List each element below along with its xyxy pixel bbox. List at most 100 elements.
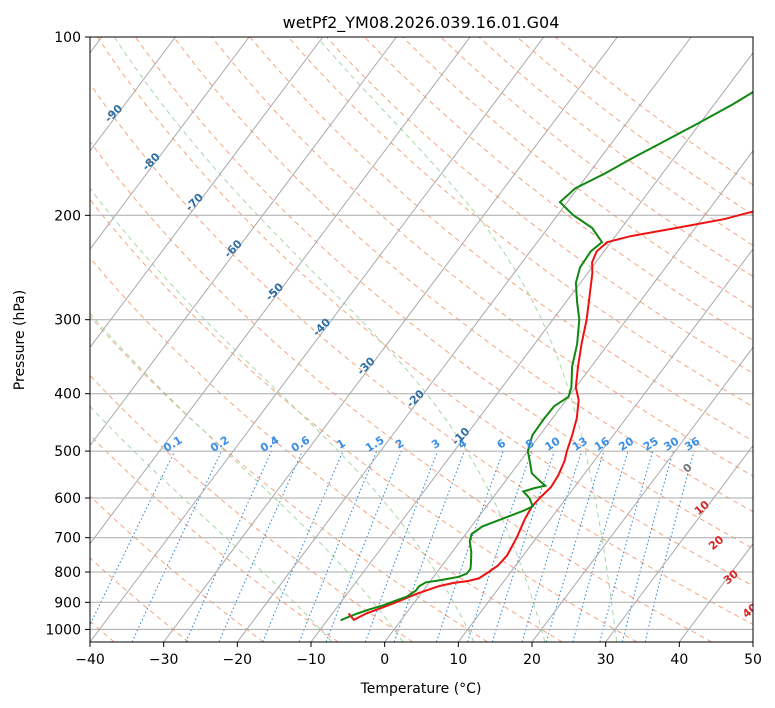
mixing-ratio-label: 3 [429,437,442,452]
mixing-ratio-label: 0.1 [161,433,184,454]
isotherm-label: -60 [222,237,245,260]
y-tick-label: 700 [54,531,81,547]
mixing-ratio-line [599,450,654,642]
wetbulb-label: 10 [692,498,712,518]
mixing-ratio-line [491,450,555,642]
moist-adiabat-line [113,37,546,642]
isotherm-line [90,37,471,545]
mixing-ratio-line [131,450,223,642]
wetbulb-label: 0 [680,461,694,476]
isotherm-line [90,37,250,250]
wetbulb-label: 40 [740,601,760,621]
mixing-ratio-label: 0.2 [208,433,231,454]
dry-adiabat-line [90,198,638,642]
wetbulb-label: 20 [706,533,726,553]
dry-adiabat-line [96,37,753,587]
y-tick-label: 100 [54,30,81,46]
isotherm-line [310,51,753,642]
y-axis-label: Pressure (hPa) [12,290,28,390]
dry-adiabat-line [554,37,753,186]
x-tick-label: −20 [223,652,253,668]
isotherm-label: -40 [310,315,333,338]
isotherm-label: -50 [263,280,286,303]
mixing-ratio-line [364,450,439,642]
dry-adiabat-line [90,141,712,642]
isotherm-label: -100 [58,56,87,85]
moist-adiabat-line [90,312,404,642]
moist-adiabat-line [90,405,333,642]
axes: −40 −30 −20 −10 0 10 20 30 40 5010020030040050060… [45,30,762,668]
x-tick-label: 50 [744,652,762,668]
y-tick-label: 300 [54,313,81,329]
background-grid [90,37,753,642]
dry-adiabat-line [90,495,264,642]
y-tick-label: 800 [54,565,81,581]
x-tick-label: 0 [380,652,389,668]
mixing-ratio-line [521,450,583,642]
isotherm-line [90,37,324,349]
mixing-ratio-line [298,450,378,642]
isotherm-line [531,346,753,642]
x-tick-label: 40 [670,652,688,668]
mixing-ratio-line [621,450,674,642]
isotherm-label: -30 [355,354,378,377]
mixing-ratio-line [572,450,629,642]
dry-adiabat-line [173,37,753,513]
isotherm-label: -10 [449,425,472,448]
y-tick-label: 400 [54,387,81,403]
y-tick-label: 900 [54,595,81,611]
plot-frame [89,36,754,643]
wetbulb-label: I [346,611,357,624]
isotherm-line [90,37,176,152]
isotherm-line [163,37,618,642]
mixing-ratio-line [467,450,533,642]
dry-adiabat-line [440,37,753,278]
chart-title: wetPf2_YM08.2026.039.16.01.G04 [283,13,560,33]
isotherm-line [90,37,545,642]
x-axis-label: Temperature (°C) [360,681,482,697]
x-tick-label: 10 [449,652,467,668]
x-tick-label: −10 [296,652,326,668]
mixing-ratio-line [325,450,402,642]
mixing-ratio-label: 6 [495,436,509,451]
isotherm-line [752,641,753,642]
isotherm-line [90,37,397,447]
mixing-ratio-line [435,450,504,642]
dry-adiabat-line [90,257,563,642]
y-tick-label: 1000 [45,622,81,638]
mixing-ratio-label: 8 [523,437,536,452]
dewpoint-profile-line [340,90,753,622]
mixing-ratio-line [262,450,344,642]
mixing-ratio-line [644,450,695,642]
mixing-ratio-line [185,450,272,642]
isotherm-label: -70 [183,190,206,213]
dry-adiabat-line [90,557,190,642]
isotherm-line [457,248,753,642]
dry-adiabat-line [363,37,753,341]
moist-adiabat-line [90,187,475,642]
dry-adiabat-line [134,37,753,549]
dry-adiabat-line [401,37,753,309]
dry-adiabat-line [325,37,753,374]
isotherm-line [605,444,753,642]
mixing-ratio-line [545,450,605,642]
y-tick-label: 500 [54,444,81,460]
series-layer [340,90,753,622]
mixing-ratio-label: 2 [393,437,406,452]
temperature-profile-line [352,210,753,622]
y-tick-label: 200 [54,208,81,224]
x-tick-label: −40 [75,652,105,668]
isotherm-line [236,37,692,642]
dry-adiabat-line [287,37,753,408]
mixing-ratio-line [90,450,176,626]
dry-adiabat-line [90,82,753,626]
dry-adiabat-line [249,37,753,442]
isotherm-line [384,150,753,642]
moist-adiabat-line [316,37,618,642]
dry-adiabat-line [211,37,753,477]
mixing-ratio-line [393,450,465,642]
dry-adiabat-line [90,315,488,642]
x-tick-label: 30 [597,652,615,668]
x-tick-label: 20 [523,652,541,668]
